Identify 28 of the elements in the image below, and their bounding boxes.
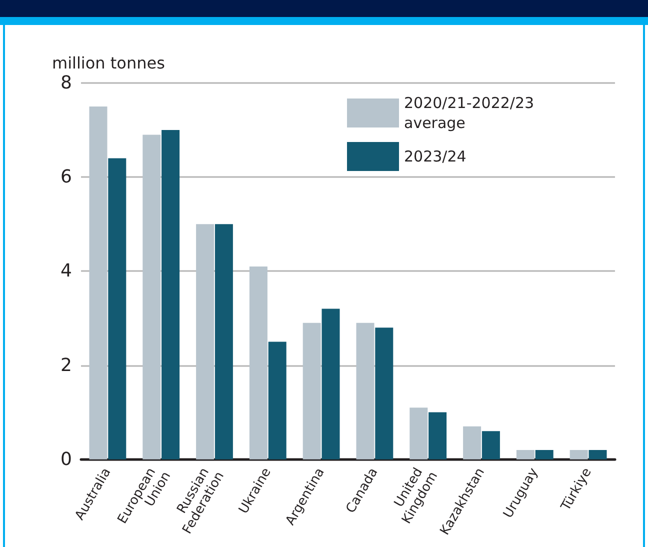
bar [162, 130, 180, 460]
legend-label: 2020/21-2022/23 average [404, 94, 539, 132]
bar [249, 266, 268, 460]
bar [302, 322, 321, 460]
bar [142, 134, 161, 460]
bar [482, 431, 500, 460]
bar [588, 450, 607, 460]
y-tick-label: 6 [60, 166, 72, 188]
bar [108, 158, 126, 460]
legend-label: 2023/24 [404, 148, 466, 166]
bar [196, 224, 214, 460]
bar [570, 450, 588, 460]
bar [516, 450, 534, 460]
bar [268, 342, 286, 460]
bar [89, 106, 108, 460]
y-tick-label: 0 [60, 448, 72, 470]
bar [214, 224, 233, 460]
y-axis-title: million tonnes [52, 54, 165, 72]
bar [535, 450, 554, 460]
bar [463, 426, 482, 460]
y-tick-label: 2 [60, 354, 72, 376]
y-tick-label: 8 [60, 72, 72, 94]
bar [428, 412, 447, 460]
bar [410, 408, 428, 460]
bar [356, 322, 374, 460]
bar [322, 308, 340, 460]
y-tick-label: 4 [60, 260, 72, 282]
bar [375, 328, 394, 460]
